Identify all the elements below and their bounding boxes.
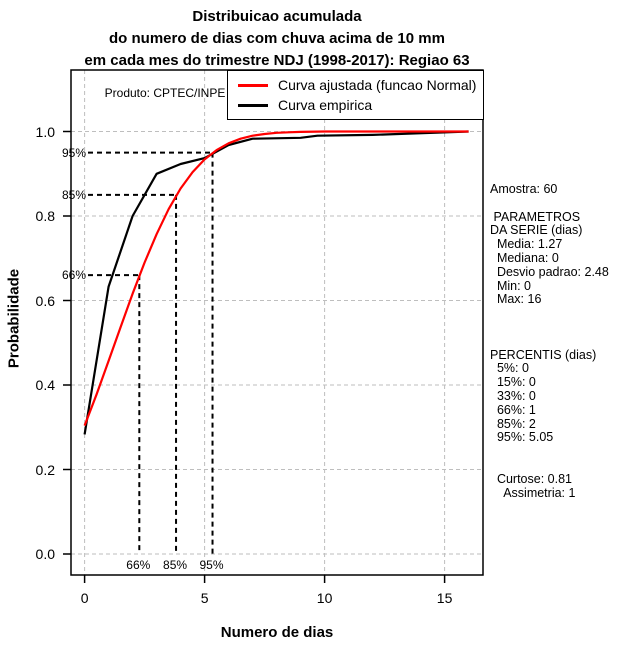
percentile-guide-label-bottom: 66% <box>126 558 151 572</box>
product-watermark: Produto: CPTEC/INPE <box>104 86 226 100</box>
x-tick-label: 5 <box>200 590 209 606</box>
empirical-curve <box>83 130 469 435</box>
stats-line <box>490 335 640 349</box>
percentile-guide-label-left: 95% <box>61 145 86 160</box>
chart-title-line3: em cada mes do trimestre NDJ (1998-2017)… <box>84 52 470 69</box>
stats-line: Mediana: 0 <box>490 250 559 265</box>
stats-line: 15%: 0 <box>490 375 536 390</box>
y-tick-label: 0.2 <box>35 461 55 478</box>
stats-line <box>490 459 640 473</box>
x-tick-label: 0 <box>80 590 89 606</box>
stats-line: Max: 16 <box>490 292 542 307</box>
legend-item-empirical: Curva empirica <box>228 95 483 115</box>
stats-line: 66%: 1 <box>490 402 536 417</box>
chart-title-line2: do numero de dias com chuva acima de 10 … <box>109 30 445 47</box>
stats-line: Curtose: 0.81 <box>490 471 572 486</box>
stats-line: 85%: 2 <box>490 416 536 431</box>
y-tick-label: 0.6 <box>35 292 55 309</box>
chart-title-line1: Distribuicao acumulada <box>192 8 362 25</box>
stats-line: PARAMETROS <box>490 209 581 224</box>
fitted-curve-line-sample <box>238 83 268 87</box>
stats-line: 95%: 5.05 <box>490 430 554 445</box>
stats-line: Media: 1.27 <box>490 237 563 252</box>
chart-title: Distribuicao acumulada do numero de dias… <box>0 6 554 72</box>
fitted-curve <box>83 130 469 426</box>
percentile-guide-label-left: 66% <box>61 268 86 283</box>
x-tick-label: 15 <box>436 590 453 606</box>
y-tick-label: 0.4 <box>35 377 55 393</box>
stats-line: PERCENTIS (dias) <box>490 347 597 362</box>
stats-line: Desvio padrao: 2.48 <box>490 264 609 279</box>
stats-line <box>490 197 640 211</box>
y-axis-title: Probabilidade <box>5 268 23 369</box>
stats-line <box>490 307 640 321</box>
y-tick-label: 0.0 <box>35 546 55 562</box>
stats-line: Assimetria: 1 <box>490 485 576 500</box>
percentile-guide-label-bottom: 85% <box>163 558 188 572</box>
percentile-guide-label-left: 85% <box>61 187 86 202</box>
percentile-guide-label-bottom: 95% <box>199 558 224 572</box>
y-tick-label: 0.8 <box>35 208 55 224</box>
y-tick-label: 1.0 <box>35 123 55 140</box>
x-tick-label: 10 <box>316 590 333 606</box>
stats-line: Amostra: 60 <box>490 182 558 196</box>
stats-line <box>490 445 640 459</box>
stats-line: Min: 0 <box>490 278 531 293</box>
legend-item-fitted: Curva ajustada (funcao Normal) <box>228 75 483 95</box>
stats-line: 5%: 0 <box>490 361 529 376</box>
stats-line <box>490 321 640 335</box>
stats-line: 33%: 0 <box>490 388 536 403</box>
legend-label-empirical: Curva empirica <box>278 97 373 113</box>
statistics-panel: Amostra: 60 PARAMETROS DA SERIE (dias) Me… <box>490 182 640 500</box>
plot-border <box>70 69 484 576</box>
legend-label-fitted: Curva ajustada (funcao Normal) <box>278 77 477 93</box>
x-axis-title: Numero de dias <box>220 624 334 641</box>
legend: Curva ajustada (funcao Normal) Curva emp… <box>227 70 484 120</box>
empirical-curve-line-sample <box>238 103 268 107</box>
stats-line: DA SERIE (dias) <box>490 223 583 238</box>
